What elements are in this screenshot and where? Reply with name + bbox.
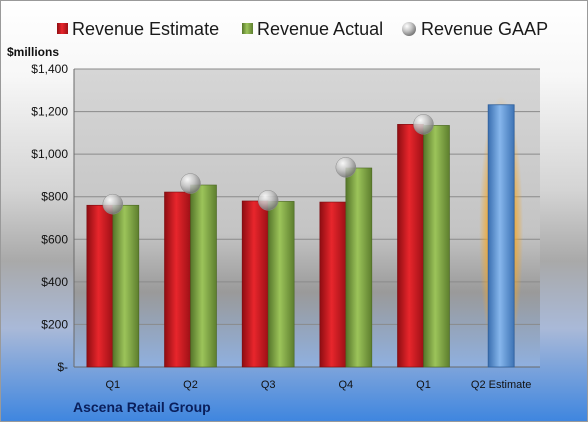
legend: Revenue Estimate Revenue Actual Revenue … bbox=[57, 19, 548, 39]
y-tick-label: $400 bbox=[41, 275, 68, 289]
y-tick-label: $600 bbox=[41, 232, 68, 246]
bar-revenue-actual bbox=[267, 201, 295, 368]
x-tick-label: Q1 bbox=[416, 379, 431, 391]
legend-item-revenue-actual: Revenue Actual bbox=[242, 19, 383, 39]
bar-revenue-estimate bbox=[86, 204, 114, 368]
legend-swatch-actual bbox=[242, 23, 253, 34]
marker-revenue-gaap bbox=[180, 173, 201, 194]
bar-revenue-actual bbox=[112, 204, 140, 368]
legend-label-estimate: Revenue Estimate bbox=[72, 19, 219, 39]
legend-swatch-estimate bbox=[57, 23, 68, 34]
y-tick-label: $1,200 bbox=[31, 105, 68, 119]
legend-label-actual: Revenue Actual bbox=[257, 19, 383, 39]
legend-swatch-gaap bbox=[402, 22, 416, 36]
y-tick-label: $1,000 bbox=[31, 147, 68, 161]
y-tick-label: $200 bbox=[41, 317, 68, 331]
legend-item-revenue-estimate: Revenue Estimate bbox=[57, 19, 219, 39]
bar-revenue-estimate bbox=[487, 104, 515, 368]
bar-revenue-estimate bbox=[164, 191, 191, 368]
y-tick-label: $1,400 bbox=[31, 62, 68, 76]
x-tick-label: Q4 bbox=[338, 379, 353, 391]
y-tick-label: $- bbox=[57, 360, 68, 374]
y-axis-unit-label: $millions bbox=[7, 45, 59, 59]
bar-revenue-estimate bbox=[241, 200, 269, 368]
plot-area: $- $200 $400 $600 $800 $1,000 $1,200 $1,400 Q1 Q2… bbox=[31, 62, 540, 391]
marker-revenue-gaap bbox=[335, 157, 357, 178]
x-tick-label: Q2 bbox=[183, 379, 198, 391]
legend-label-gaap: Revenue GAAP bbox=[421, 19, 548, 39]
marker-revenue-gaap bbox=[257, 190, 279, 211]
bar-revenue-actual bbox=[423, 125, 450, 368]
company-name: Ascena Retail Group bbox=[73, 399, 211, 415]
marker-revenue-gaap bbox=[413, 114, 434, 135]
y-tick-label: $800 bbox=[41, 190, 68, 204]
marker-revenue-gaap bbox=[102, 193, 124, 215]
bar-revenue-estimate bbox=[319, 201, 347, 368]
legend-item-revenue-gaap: Revenue GAAP bbox=[402, 19, 548, 39]
bar-revenue-actual bbox=[190, 184, 217, 368]
bar-revenue-estimate bbox=[397, 124, 424, 368]
plot-background bbox=[74, 69, 540, 367]
x-tick-label: Q1 bbox=[105, 379, 120, 391]
x-tick-label: Q3 bbox=[261, 379, 276, 391]
x-tick-label: Q2 Estimate bbox=[471, 379, 532, 391]
bar-revenue-actual bbox=[345, 167, 373, 368]
